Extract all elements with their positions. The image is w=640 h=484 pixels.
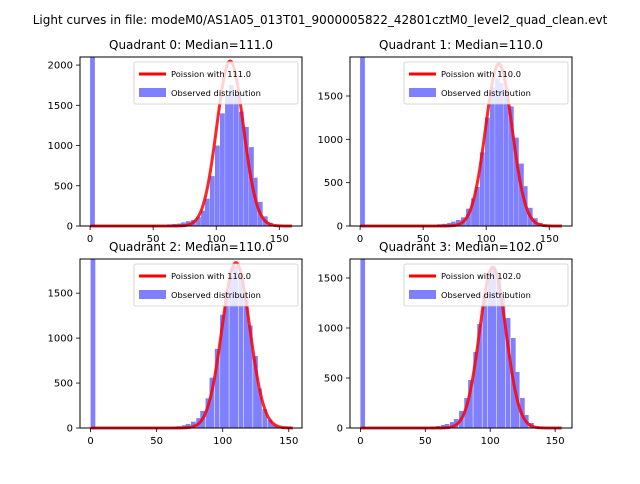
- histogram-bar: [490, 87, 495, 226]
- legend: Poission with 110.0 Observed distribution: [134, 264, 298, 306]
- legend-swatch-observed: [409, 290, 436, 299]
- x-tick-label: 100: [213, 436, 232, 447]
- histogram-bar: [205, 199, 210, 226]
- y-tick-label: 500: [54, 379, 73, 390]
- histogram-bar: [215, 146, 220, 226]
- histogram-bar: [504, 89, 509, 226]
- x-tick-label: 50: [419, 436, 432, 447]
- x-tick-label: 0: [87, 234, 93, 245]
- y-tick-label: 2000: [48, 61, 73, 72]
- y-tick-label: 1500: [48, 289, 73, 300]
- y-tick-label: 1500: [318, 274, 343, 285]
- quadrant-1-title: Quadrant 1: Median=110.0: [379, 38, 543, 52]
- legend-swatch-observed: [139, 290, 166, 299]
- quadrant-3-title: Quadrant 3: Median=102.0: [379, 240, 543, 254]
- y-tick-label: 500: [54, 181, 73, 192]
- legend-label-observed: Observed distribution: [441, 290, 531, 300]
- x-tick-label: 0: [357, 234, 363, 245]
- legend-swatch-observed: [409, 88, 436, 97]
- x-tick-label: 0: [87, 436, 93, 447]
- histogram-bar: [91, 259, 96, 428]
- x-tick-label: 0: [357, 436, 363, 447]
- y-tick-label: 0: [67, 424, 73, 435]
- y-tick-label: 1000: [318, 135, 343, 146]
- legend: Poission with 110.0 Observed distribution: [404, 62, 568, 104]
- x-tick-label: 50: [150, 436, 163, 447]
- legend: Poission with 102.0 Observed distribution: [404, 264, 568, 306]
- x-tick-label: 100: [481, 436, 500, 447]
- legend-label-observed: Observed distribution: [441, 88, 531, 98]
- x-tick-label: 150: [279, 436, 298, 447]
- histogram-bar: [499, 83, 504, 226]
- legend-label-observed: Observed distribution: [171, 88, 261, 98]
- legend: Poission with 111.0 Observed distribution: [134, 62, 298, 104]
- y-tick-label: 500: [324, 178, 343, 189]
- figure-suptitle: Light curves in file: modeM0/AS1A05_013T…: [33, 13, 608, 27]
- histogram-bar: [360, 57, 365, 226]
- histogram-bar: [90, 57, 95, 226]
- y-tick-label: 0: [337, 222, 343, 233]
- y-tick-label: 0: [67, 222, 73, 233]
- legend-label-observed: Observed distribution: [171, 290, 261, 300]
- histogram-bar: [229, 85, 234, 226]
- y-tick-label: 1000: [48, 141, 73, 152]
- x-tick-label: 150: [546, 436, 565, 447]
- quadrant-2-title: Quadrant 2: Median=110.0: [109, 240, 273, 254]
- histogram-bar: [234, 94, 239, 226]
- y-tick-label: 1000: [318, 324, 343, 335]
- histogram-bar: [210, 176, 215, 226]
- legend-label-poisson: Poission with 102.0: [441, 271, 521, 281]
- quadrant-0-title: Quadrant 0: Median=111.0: [109, 38, 273, 52]
- y-tick-label: 0: [337, 424, 343, 435]
- legend-label-poisson: Poission with 111.0: [171, 69, 251, 79]
- legend-swatch-observed: [139, 88, 166, 97]
- legend-label-poisson: Poission with 110.0: [441, 69, 521, 79]
- y-tick-label: 1000: [48, 334, 73, 345]
- legend-label-poisson: Poission with 110.0: [171, 271, 251, 281]
- y-tick-label: 1500: [318, 92, 343, 103]
- y-tick-label: 500: [324, 374, 343, 385]
- histogram-bar: [360, 259, 365, 428]
- histogram-bar: [220, 113, 225, 226]
- y-tick-label: 1500: [48, 101, 73, 112]
